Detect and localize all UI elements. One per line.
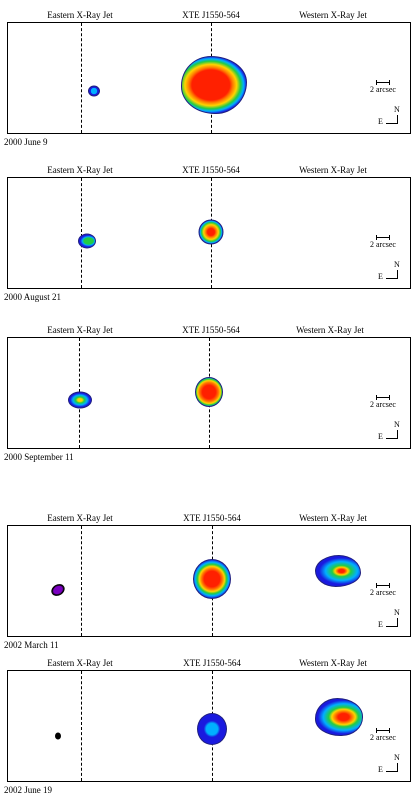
eastern-jet-line — [81, 671, 82, 781]
panel-date: 2000 June 9 — [4, 137, 48, 147]
compass-north: N — [394, 420, 400, 429]
label-source: XTE J1550-564 — [182, 325, 240, 335]
scale-bar: 2 arcsec — [366, 728, 400, 748]
panel-date: 2000 August 21 — [4, 292, 62, 302]
source-blob — [197, 713, 227, 745]
compass-arrow-icon — [386, 115, 398, 124]
label-eastern-jet: Eastern X-Ray Jet — [47, 325, 113, 335]
label-eastern-jet: Eastern X-Ray Jet — [47, 513, 113, 523]
label-western-jet: Western X-Ray Jet — [299, 10, 367, 20]
compass-north: N — [394, 105, 400, 114]
scale-label: 2 arcsec — [370, 588, 396, 597]
compass-east: E — [378, 432, 383, 441]
panel-2000-june-9: Eastern X-Ray Jet XTE J1550-564 Western … — [0, 10, 411, 150]
compass-north: N — [394, 753, 400, 762]
western-blob — [315, 698, 363, 736]
scale-bar-icon — [376, 728, 390, 733]
panel-2000-september-11: Eastern X-Ray Jet XTE J1550-564 Western … — [0, 325, 411, 465]
compass-east: E — [378, 272, 383, 281]
eastern-jet-line — [81, 178, 82, 288]
label-eastern-jet: Eastern X-Ray Jet — [47, 10, 113, 20]
compass-east: E — [378, 620, 383, 629]
label-western-jet: Western X-Ray Jet — [299, 513, 367, 523]
scale-bar-icon — [376, 235, 390, 240]
label-source: XTE J1550-564 — [183, 513, 241, 523]
compass-arrow-icon — [386, 430, 398, 439]
eastern-blob — [55, 732, 61, 740]
panel-date: 2000 September 11 — [4, 452, 74, 462]
scale-bar-icon — [376, 395, 390, 400]
label-western-jet: Western X-Ray Jet — [299, 165, 367, 175]
scale-bar: 2 arcsec — [366, 583, 400, 603]
scale-bar: 2 arcsec — [366, 235, 400, 255]
panel-date: 2002 June 19 — [4, 785, 52, 795]
scale-bar-icon — [376, 80, 390, 85]
panel-2002-june-19: Eastern X-Ray Jet XTE J1550-564 Western … — [0, 658, 411, 798]
eastern-blob — [78, 233, 96, 249]
western-blob — [315, 555, 361, 587]
panel-date: 2002 March 11 — [4, 640, 59, 650]
eastern-blob — [49, 581, 67, 599]
compass-north: N — [394, 260, 400, 269]
label-western-jet: Western X-Ray Jet — [299, 658, 367, 668]
label-source: XTE J1550-564 — [183, 658, 241, 668]
panel-2002-march-11: Eastern X-Ray Jet XTE J1550-564 Western … — [0, 513, 411, 653]
source-blob — [195, 377, 223, 407]
compass-arrow-icon — [386, 618, 398, 627]
scale-bar: 2 arcsec — [366, 80, 400, 100]
source-blob — [181, 56, 247, 114]
scale-label: 2 arcsec — [370, 85, 396, 94]
label-eastern-jet: Eastern X-Ray Jet — [47, 658, 113, 668]
scale-label: 2 arcsec — [370, 400, 396, 409]
scale-bar: 2 arcsec — [366, 395, 400, 415]
source-blob — [198, 219, 224, 245]
compass-east: E — [378, 765, 383, 774]
panel-2000-august-21: Eastern X-Ray Jet XTE J1550-564 Western … — [0, 165, 411, 305]
compass-arrow-icon — [386, 763, 398, 772]
scale-label: 2 arcsec — [370, 240, 396, 249]
label-source: XTE J1550-564 — [182, 10, 240, 20]
label-western-jet: Western X-Ray Jet — [296, 325, 364, 335]
compass-east: E — [378, 117, 383, 126]
label-eastern-jet: Eastern X-Ray Jet — [47, 165, 113, 175]
eastern-blob — [68, 391, 92, 409]
compass-north: N — [394, 608, 400, 617]
source-blob — [193, 559, 231, 599]
scale-bar-icon — [376, 583, 390, 588]
eastern-blob — [88, 85, 100, 97]
compass-arrow-icon — [386, 270, 398, 279]
label-source: XTE J1550-564 — [182, 165, 240, 175]
scale-label: 2 arcsec — [370, 733, 396, 742]
eastern-jet-line — [81, 526, 82, 636]
eastern-jet-line — [81, 23, 82, 133]
